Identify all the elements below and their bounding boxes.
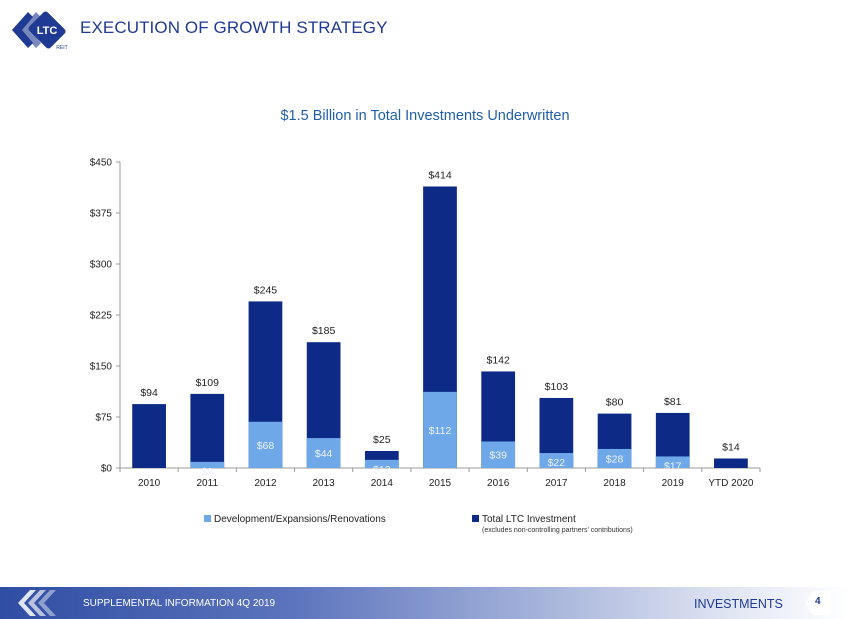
- data-label-total: $109: [196, 377, 220, 389]
- x-tick-label: 2011: [197, 478, 219, 489]
- chevron-logo-icon: [18, 590, 56, 616]
- data-label-total: $25: [373, 434, 391, 446]
- data-label-total: $80: [606, 397, 624, 409]
- legend-note: (excludes non-controlling partners' cont…: [482, 527, 633, 534]
- legend-label-total: Total LTC Investment: [482, 514, 576, 525]
- x-tick-label: 2019: [662, 478, 685, 489]
- y-tick-label: $300: [90, 260, 113, 271]
- data-label-development: $28: [606, 453, 624, 465]
- legend-label-development: Development/Expansions/Renovations: [214, 514, 386, 525]
- x-tick-label: 2016: [487, 478, 510, 489]
- logo-subtext: REIT: [56, 45, 67, 51]
- legend-swatch-development: [204, 515, 211, 522]
- data-label-development: $22: [548, 457, 566, 469]
- data-label-development: $12: [373, 464, 391, 476]
- x-tick-label: 2018: [603, 478, 626, 489]
- y-tick-label: $450: [90, 158, 113, 169]
- data-label-total: $14: [722, 441, 740, 453]
- y-tick-label: $225: [90, 311, 113, 322]
- footer-text: SUPPLEMENTAL INFORMATION 4Q 2019: [83, 598, 276, 609]
- y-tick-label: $375: [90, 209, 113, 220]
- x-tick-label: 2015: [429, 478, 452, 489]
- legend-swatch-total: [472, 515, 479, 522]
- chart-bars: [132, 186, 748, 469]
- bar-total: [190, 393, 225, 468]
- data-label-total: $245: [254, 284, 278, 296]
- bar-total: [132, 404, 166, 468]
- bar-chart: $1.5 Billion in Total Investments Underw…: [90, 108, 761, 534]
- chart-title: $1.5 Billion in Total Investments Underw…: [280, 108, 569, 124]
- data-label-total: $103: [545, 381, 569, 393]
- bar-development: [481, 441, 516, 468]
- page-number: 4: [815, 596, 821, 607]
- bar-development: [248, 421, 283, 468]
- page-title: EXECUTION OF GROWTH STRATEGY: [80, 18, 388, 37]
- chart-data-labels: $94 $109 $9 $245 $68 $185 $44 $25 $12 $414 $112 $14…: [140, 169, 739, 477]
- bar-development: [306, 438, 341, 468]
- data-label-total: $94: [140, 387, 158, 399]
- data-label-development: $9: [201, 466, 213, 478]
- ltc-logo: LTC REIT: [12, 11, 68, 51]
- x-tick-label: 2012: [254, 478, 277, 489]
- x-tick-label: 2010: [138, 478, 161, 489]
- y-tick-label: $75: [95, 413, 112, 424]
- x-tick-label: 2017: [545, 478, 568, 489]
- data-label-total: $81: [664, 396, 682, 408]
- data-label-total: $142: [487, 354, 511, 366]
- footer-band: [0, 587, 850, 619]
- data-label-development: $68: [257, 440, 275, 452]
- data-label-development: $39: [489, 450, 507, 462]
- chart-axes: $0 $75 $150 $225 $300 $375 $450 2010 2011 2012 201…: [90, 158, 761, 489]
- data-label-development: $17: [664, 460, 682, 472]
- x-tick-label: YTD 2020: [708, 478, 753, 489]
- bar-total: [714, 458, 748, 468]
- x-tick-label: 2013: [313, 478, 336, 489]
- x-tick-label: 2014: [371, 478, 394, 489]
- logo-text: LTC: [37, 25, 58, 37]
- bar-development: [423, 391, 457, 468]
- section-label: INVESTMENTS: [694, 597, 783, 611]
- data-label-total: $185: [312, 325, 336, 337]
- data-label-development: $44: [315, 448, 333, 460]
- y-tick-label: $150: [90, 362, 113, 373]
- bar-development: [597, 448, 632, 468]
- bar-development: [364, 459, 399, 468]
- data-label-development: $112: [429, 425, 452, 437]
- bar-development: [655, 456, 690, 468]
- y-tick-label: $0: [101, 464, 113, 475]
- chart-legend: Development/Expansions/Renovations Total…: [204, 514, 633, 534]
- bar-development: [190, 461, 225, 468]
- bar-development: [539, 453, 574, 468]
- data-label-total: $414: [428, 169, 452, 181]
